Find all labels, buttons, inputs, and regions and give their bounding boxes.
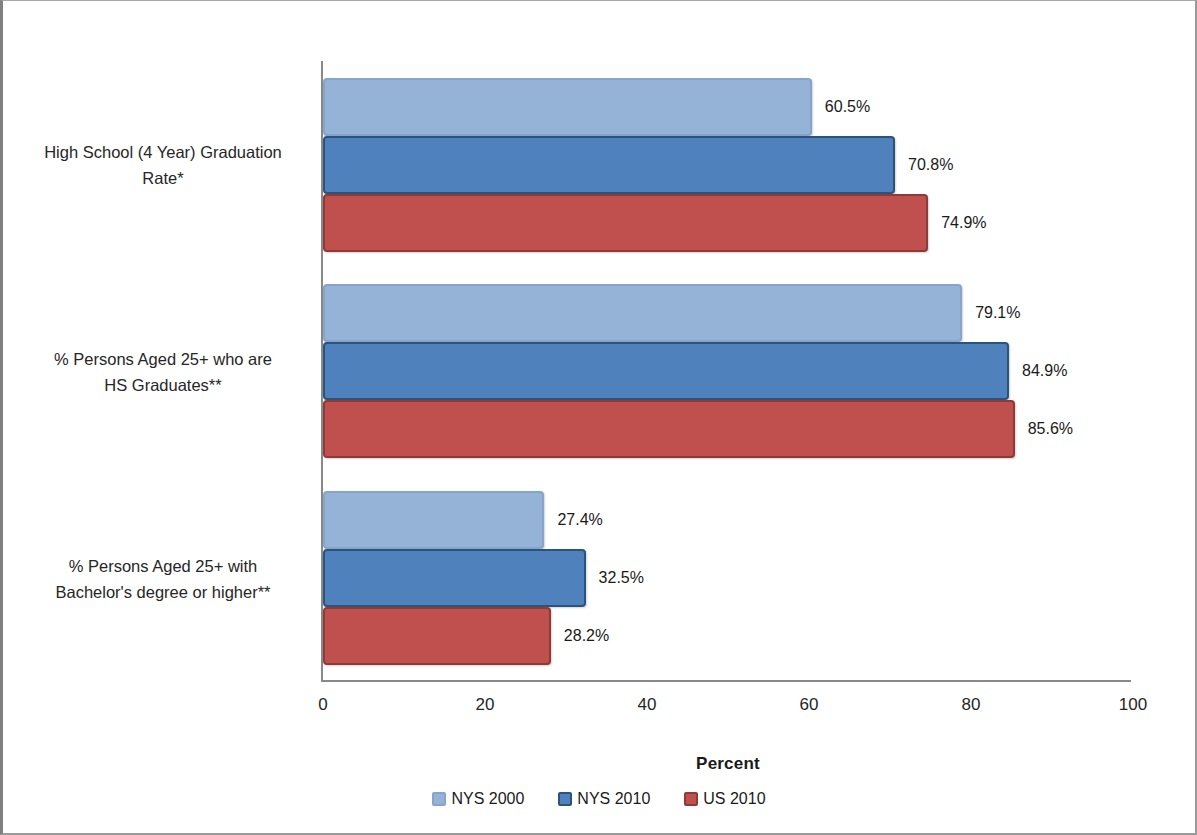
legend-swatch-icon: [432, 792, 446, 806]
bar-value-label: 28.2%: [564, 627, 609, 645]
x-tick-label: 100: [1119, 695, 1147, 715]
chart-frame: High School (4 Year) Graduation Rate*% P…: [0, 0, 1197, 835]
legend-item: US 2010: [684, 790, 765, 808]
bar-group: 79.1% 84.9% 85.6%: [323, 267, 1131, 473]
bar: [323, 78, 812, 136]
legend-item: NYS 2000: [432, 790, 524, 808]
bar: [323, 342, 1009, 400]
bar-row: 28.2%: [323, 607, 1131, 665]
x-axis-title: Percent: [323, 754, 1133, 774]
bar-row: 70.8%: [323, 136, 1131, 194]
bar: [323, 136, 895, 194]
x-tick-label: 20: [476, 695, 495, 715]
category-axis: High School (4 Year) Graduation Rate*% P…: [13, 61, 313, 682]
legend-label: NYS 2000: [451, 790, 524, 808]
bar-value-label: 70.8%: [908, 156, 953, 174]
x-tick-label: 60: [800, 695, 819, 715]
plot-area: 60.5% 70.8% 74.9% 79.1% 84.9% 85.6% 27.4% 32.5%…: [321, 61, 1131, 682]
bar: [323, 400, 1015, 458]
legend-swatch-icon: [558, 792, 572, 806]
bar-value-label: 79.1%: [975, 304, 1020, 322]
legend: NYS 2000 NYS 2010 US 2010: [3, 790, 1195, 808]
bar: [323, 194, 928, 252]
bar-value-label: 27.4%: [557, 511, 602, 529]
bar: [323, 491, 544, 549]
category-label: % Persons Aged 25+ who are HS Graduates*…: [13, 268, 313, 475]
category-label: % Persons Aged 25+ with Bachelor's degre…: [13, 475, 313, 682]
legend-label: NYS 2010: [577, 790, 650, 808]
bar-value-label: 84.9%: [1022, 362, 1067, 380]
legend-swatch-icon: [684, 792, 698, 806]
bar-row: 85.6%: [323, 400, 1131, 458]
bars-layer: 60.5% 70.8% 74.9% 79.1% 84.9% 85.6% 27.4% 32.5%…: [323, 61, 1131, 680]
bar: [323, 549, 586, 607]
bar-row: 27.4%: [323, 491, 1131, 549]
bar-row: 79.1%: [323, 284, 1131, 342]
bar-value-label: 32.5%: [599, 569, 644, 587]
legend-item: NYS 2010: [558, 790, 650, 808]
x-tick-label: 40: [638, 695, 657, 715]
category-label: High School (4 Year) Graduation Rate*: [13, 61, 313, 268]
bar-value-label: 85.6%: [1028, 420, 1073, 438]
bar-value-label: 74.9%: [941, 214, 986, 232]
bar-group: 60.5% 70.8% 74.9%: [323, 61, 1131, 267]
bar: [323, 284, 962, 342]
bar: [323, 607, 551, 665]
x-tick-label: 0: [318, 695, 327, 715]
bar-row: 60.5%: [323, 78, 1131, 136]
bar-row: 74.9%: [323, 194, 1131, 252]
bar-row: 32.5%: [323, 549, 1131, 607]
legend-label: US 2010: [703, 790, 765, 808]
bar-group: 27.4% 32.5% 28.2%: [323, 474, 1131, 680]
bar-row: 84.9%: [323, 342, 1131, 400]
x-tick-label: 80: [962, 695, 981, 715]
bar-value-label: 60.5%: [825, 98, 870, 116]
x-axis-ticks: 020406080100: [323, 695, 1133, 721]
